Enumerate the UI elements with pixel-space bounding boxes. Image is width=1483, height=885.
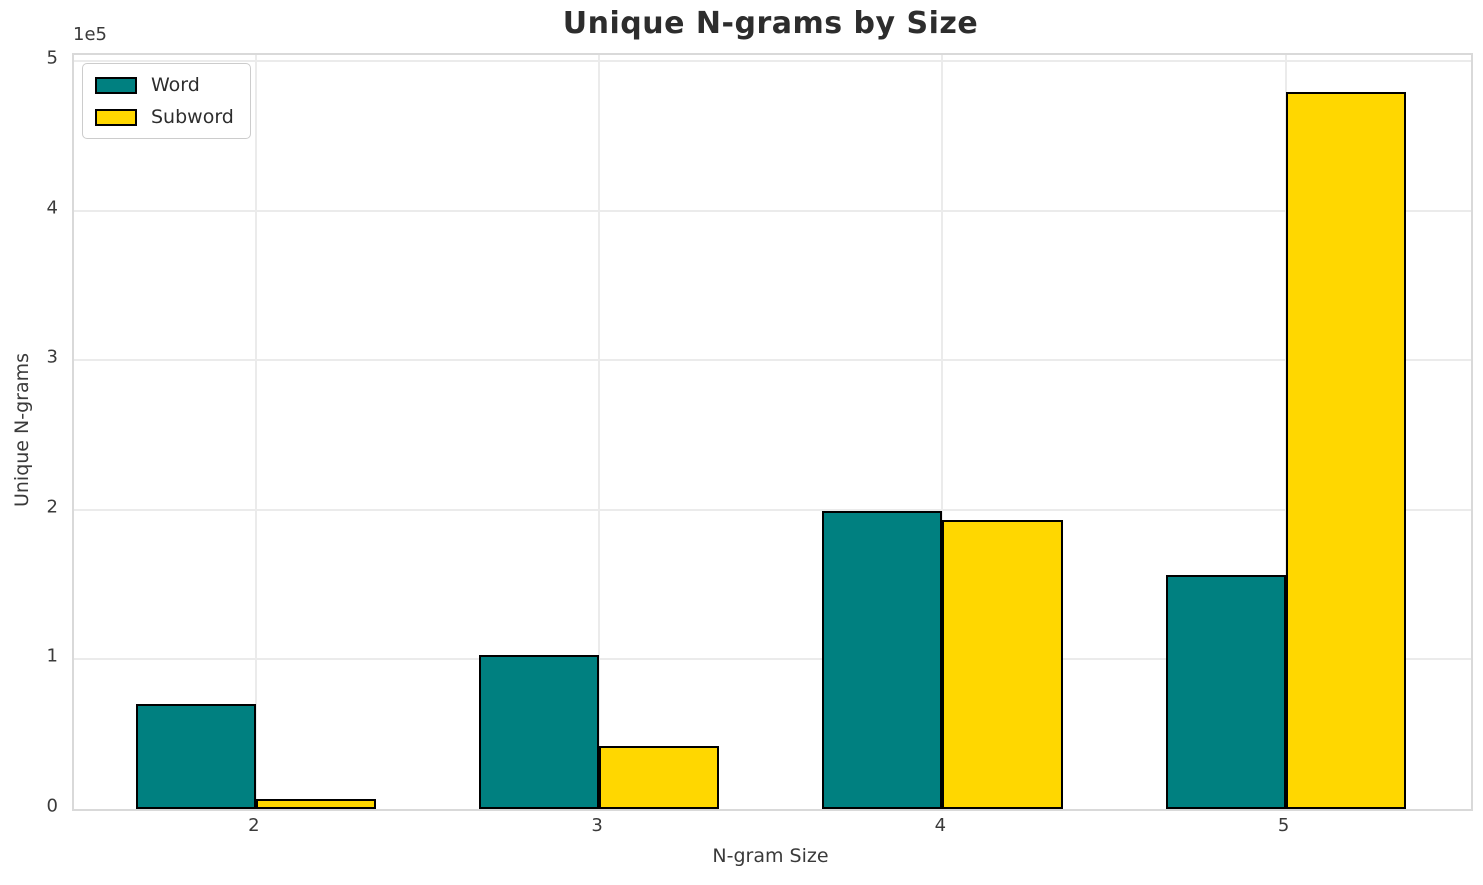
x-tick-label: 3 xyxy=(591,815,603,836)
h-gridline xyxy=(74,658,1471,661)
bar-subword-5 xyxy=(1285,92,1406,809)
legend-swatch-word xyxy=(95,76,137,94)
legend: Word Subword xyxy=(82,63,251,139)
bar-subword-3 xyxy=(599,746,720,809)
bar-subword-4 xyxy=(942,519,1063,809)
x-tick-label: 4 xyxy=(934,815,947,836)
y-tick-label: 1 xyxy=(46,645,58,667)
bar-word-2 xyxy=(135,704,256,809)
legend-swatch-subword xyxy=(95,108,137,126)
legend-label: Subword xyxy=(151,106,234,128)
legend-label: Word xyxy=(151,74,200,96)
chart-title: Unique N-grams by Size xyxy=(562,6,979,41)
y-tick-label: 0 xyxy=(46,795,58,817)
legend-item: Word xyxy=(95,74,234,96)
y-axis-offset-label: 1e5 xyxy=(73,24,107,45)
bar-word-5 xyxy=(1165,574,1286,809)
bar-word-3 xyxy=(479,654,600,809)
h-gridline xyxy=(74,209,1471,212)
y-tick-label: 4 xyxy=(46,197,58,219)
plot-area xyxy=(72,53,1473,811)
v-gridline xyxy=(254,55,257,809)
h-gridline xyxy=(74,508,1471,511)
v-gridline xyxy=(598,55,601,809)
y-tick-label: 3 xyxy=(46,346,58,368)
bar-subword-2 xyxy=(255,799,377,809)
y-tick-label: 5 xyxy=(46,47,58,69)
y-tick-label: 2 xyxy=(46,496,58,518)
v-gridline xyxy=(941,55,944,809)
x-axis-title: N-gram Size xyxy=(712,845,829,867)
y-axis-title: Unique N-grams xyxy=(11,352,33,508)
bar-word-4 xyxy=(822,511,943,809)
h-gridline xyxy=(74,359,1471,362)
x-tick-label: 2 xyxy=(248,815,260,836)
x-tick-label: 5 xyxy=(1277,815,1290,836)
legend-item: Subword xyxy=(95,106,234,128)
h-gridline xyxy=(74,59,1471,62)
